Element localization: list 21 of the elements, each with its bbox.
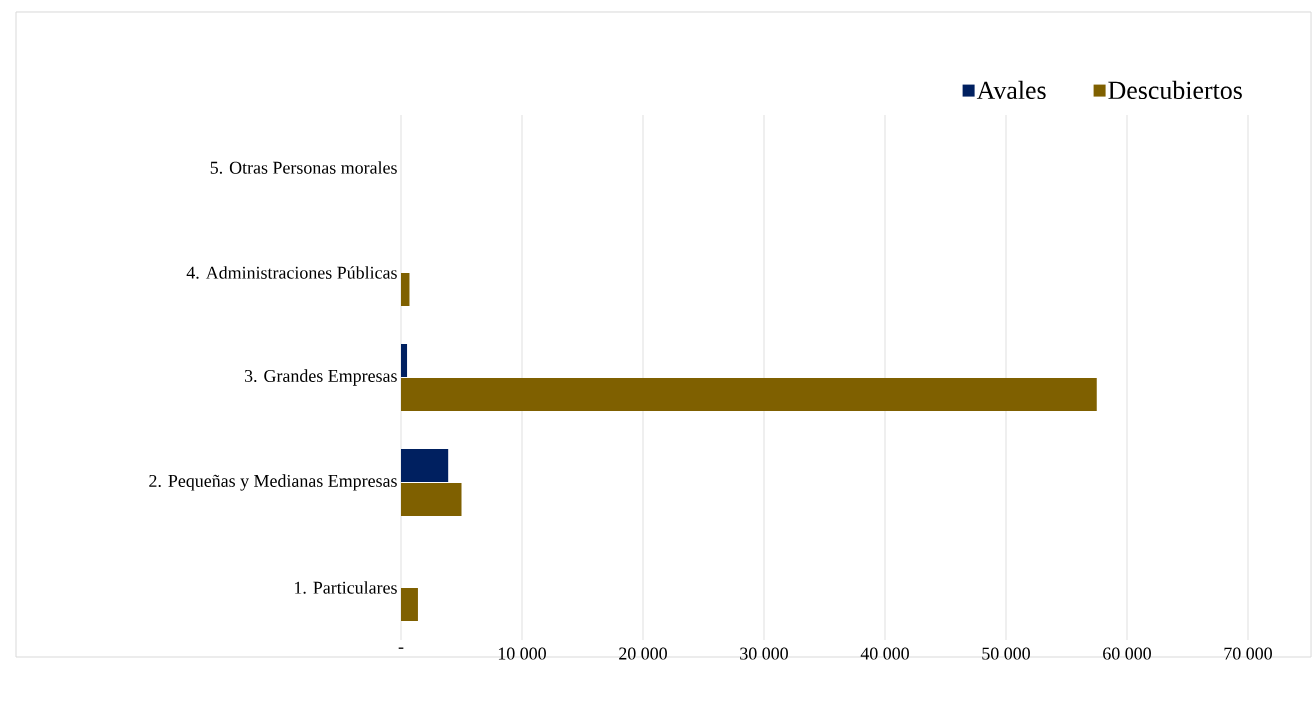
y-tick-label: 3. Grandes Empresas bbox=[244, 369, 397, 386]
y-tick-label: 1. Particulares bbox=[294, 581, 397, 594]
y-tick-label: 2. Pequeñas y Medianas Empresas bbox=[149, 474, 397, 491]
x-tick-label: 50 000 bbox=[982, 647, 1030, 660]
y-tick-label: 4. Administraciones Públicas bbox=[186, 266, 397, 279]
y-tick-label: 5. Otras Personas morales bbox=[210, 161, 397, 174]
x-tick-label: 60 000 bbox=[1103, 647, 1151, 660]
x-tick-label: - bbox=[398, 647, 404, 649]
bar bbox=[401, 449, 449, 483]
x-tick-label: 20 000 bbox=[619, 647, 667, 660]
legend-label: Avales bbox=[976, 80, 1046, 100]
x-tick-label: 70 000 bbox=[1224, 647, 1272, 660]
bar bbox=[401, 483, 462, 517]
x-tick-label: 30 000 bbox=[740, 647, 788, 660]
x-tick-label: 40 000 bbox=[860, 647, 909, 660]
legend-label: Descubiertos bbox=[1108, 80, 1242, 100]
x-tick-label: 10 000 bbox=[498, 647, 546, 660]
bar bbox=[401, 344, 408, 378]
bar bbox=[401, 273, 410, 307]
bar bbox=[401, 378, 1097, 412]
bar bbox=[401, 588, 418, 622]
